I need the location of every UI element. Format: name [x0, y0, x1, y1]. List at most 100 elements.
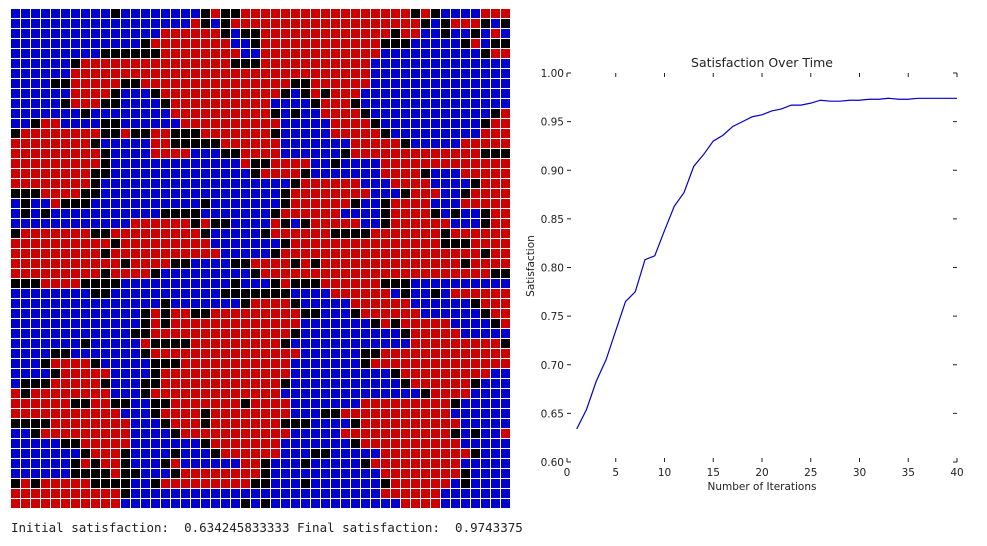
- grid-cell: [91, 29, 100, 38]
- grid-cell: [451, 479, 460, 488]
- grid-cell: [171, 109, 180, 118]
- grid-cell: [261, 409, 270, 418]
- grid-cell: [401, 359, 410, 368]
- grid-cell: [341, 169, 350, 178]
- grid-cell: [51, 279, 60, 288]
- grid-cell: [501, 119, 510, 128]
- grid-cell: [21, 249, 30, 258]
- grid-cell: [21, 59, 30, 68]
- grid-cell: [451, 209, 460, 218]
- grid-cell: [121, 159, 130, 168]
- grid-cell: [11, 259, 20, 268]
- grid-cell: [311, 9, 320, 18]
- grid-cell: [211, 369, 220, 378]
- grid-cell: [491, 429, 500, 438]
- grid-cell: [361, 119, 370, 128]
- grid-cell: [431, 249, 440, 258]
- grid-cell: [171, 369, 180, 378]
- grid-cell: [281, 39, 290, 48]
- grid-cell: [81, 409, 90, 418]
- grid-cell: [81, 299, 90, 308]
- grid-cell: [51, 349, 60, 358]
- grid-cell: [201, 329, 210, 338]
- grid-cell: [41, 439, 50, 448]
- grid-cell: [111, 199, 120, 208]
- grid-cell: [271, 299, 280, 308]
- grid-cell: [101, 269, 110, 278]
- grid-cell: [251, 359, 260, 368]
- grid-cell: [281, 9, 290, 18]
- grid-cell: [151, 399, 160, 408]
- grid-cell: [31, 409, 40, 418]
- grid-cell: [301, 269, 310, 278]
- grid-cell: [271, 219, 280, 228]
- grid-cell: [311, 39, 320, 48]
- grid-cell: [231, 209, 240, 218]
- grid-cell: [361, 389, 370, 398]
- grid-cell: [461, 389, 470, 398]
- grid-cell: [321, 209, 330, 218]
- grid-cell: [401, 129, 410, 138]
- grid-cell: [211, 259, 220, 268]
- grid-cell: [11, 359, 20, 368]
- grid-cell: [421, 39, 430, 48]
- grid-cell: [131, 399, 140, 408]
- grid-cell: [481, 379, 490, 388]
- grid-cell: [441, 419, 450, 428]
- grid-cell: [301, 169, 310, 178]
- grid-cell: [471, 79, 480, 88]
- grid-cell: [471, 469, 480, 478]
- grid-cell: [21, 349, 30, 358]
- grid-cell: [371, 389, 380, 398]
- grid-cell: [321, 309, 330, 318]
- grid-cell: [491, 109, 500, 118]
- grid-cell: [421, 409, 430, 418]
- grid-cell: [161, 329, 170, 338]
- grid-cell: [131, 209, 140, 218]
- grid-cell: [211, 309, 220, 318]
- grid-cell: [101, 419, 110, 428]
- grid-cell: [51, 379, 60, 388]
- grid-cell: [191, 439, 200, 448]
- grid-cell: [71, 79, 80, 88]
- grid-cell: [151, 39, 160, 48]
- grid-cell: [361, 449, 370, 458]
- grid-cell: [51, 19, 60, 28]
- grid-cell: [251, 19, 260, 28]
- grid-cell: [321, 109, 330, 118]
- grid-cell: [151, 309, 160, 318]
- grid-cell: [21, 109, 30, 118]
- grid-cell: [481, 79, 490, 88]
- grid-cell: [31, 79, 40, 88]
- grid-cell: [181, 59, 190, 68]
- grid-cell: [201, 369, 210, 378]
- grid-cell: [371, 289, 380, 298]
- grid-cell: [401, 409, 410, 418]
- grid-cell: [81, 439, 90, 448]
- grid-cell: [211, 489, 220, 498]
- grid-cell: [101, 389, 110, 398]
- grid-cell: [321, 39, 330, 48]
- grid-cell: [331, 399, 340, 408]
- grid-cell: [21, 199, 30, 208]
- grid-cell: [331, 389, 340, 398]
- grid-cell: [141, 139, 150, 148]
- grid-cell: [181, 99, 190, 108]
- grid-cell: [21, 19, 30, 28]
- grid-cell: [181, 449, 190, 458]
- grid-cell: [281, 99, 290, 108]
- grid-cell: [341, 229, 350, 238]
- grid-cell: [361, 339, 370, 348]
- grid-cell: [451, 9, 460, 18]
- grid-cell: [241, 229, 250, 238]
- grid-cell: [161, 119, 170, 128]
- grid-cell: [221, 19, 230, 28]
- grid-cell: [411, 229, 420, 238]
- grid-cell: [461, 99, 470, 108]
- grid-cell: [291, 39, 300, 48]
- grid-cell: [291, 339, 300, 348]
- grid-cell: [481, 279, 490, 288]
- grid-cell: [221, 9, 230, 18]
- grid-cell: [501, 79, 510, 88]
- grid-cell: [331, 299, 340, 308]
